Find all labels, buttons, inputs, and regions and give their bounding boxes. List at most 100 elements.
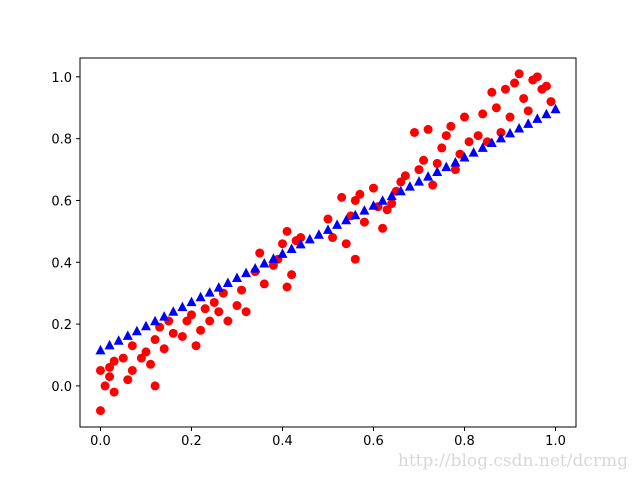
circle-point bbox=[437, 143, 447, 153]
x-tick-label: 0.0 bbox=[90, 434, 111, 449]
y-tick-label: 0.2 bbox=[51, 318, 72, 333]
circle-point bbox=[428, 180, 438, 190]
circle-point bbox=[127, 341, 137, 351]
circle-point bbox=[159, 344, 169, 354]
y-tick-label: 0.4 bbox=[51, 256, 72, 271]
triangle-point bbox=[341, 214, 352, 225]
circle-point bbox=[95, 406, 105, 416]
circle-point bbox=[328, 233, 338, 243]
x-tick-label: 0.6 bbox=[363, 434, 384, 449]
circle-point bbox=[450, 165, 460, 175]
y-tick-label: 0.8 bbox=[51, 133, 72, 148]
triangle-point bbox=[222, 277, 233, 287]
circle-point bbox=[323, 214, 333, 224]
circle-point bbox=[237, 285, 247, 295]
triangle-point bbox=[140, 320, 151, 331]
triangle-point bbox=[259, 258, 270, 268]
triangle-point bbox=[377, 195, 388, 205]
circle-point bbox=[487, 87, 497, 97]
plot-frame bbox=[79, 57, 577, 428]
circle-point bbox=[105, 372, 115, 382]
triangle-point bbox=[368, 200, 379, 210]
x-tick-label: 0.4 bbox=[272, 434, 293, 449]
circle-point bbox=[387, 199, 397, 209]
circle-point bbox=[191, 341, 201, 351]
circle-point bbox=[446, 121, 456, 131]
triangle-point bbox=[122, 330, 133, 340]
triangle-point bbox=[486, 137, 497, 147]
circle-point bbox=[232, 301, 242, 311]
triangle-point bbox=[523, 118, 534, 128]
x-tick-label: 1.0 bbox=[545, 434, 566, 449]
triangle-point bbox=[131, 325, 142, 336]
triangle-point bbox=[150, 315, 161, 326]
triangle-point bbox=[359, 205, 370, 215]
circle-point bbox=[369, 183, 379, 193]
circle-point bbox=[127, 365, 137, 375]
circle-point bbox=[414, 165, 424, 175]
circle-point bbox=[136, 353, 146, 363]
circle-point bbox=[337, 192, 347, 202]
circle-point bbox=[118, 353, 128, 363]
circle-point bbox=[259, 279, 269, 289]
circle-point bbox=[123, 375, 133, 385]
circle-point bbox=[400, 171, 410, 181]
circle-point bbox=[150, 381, 160, 391]
circle-point bbox=[419, 155, 429, 165]
triangle-point bbox=[241, 267, 252, 278]
triangle-point bbox=[495, 132, 506, 143]
circle-point bbox=[519, 93, 529, 103]
circle-point bbox=[396, 177, 406, 187]
circle-point bbox=[186, 310, 196, 320]
circle-point bbox=[500, 84, 510, 94]
circle-point bbox=[432, 158, 442, 168]
triangle-point bbox=[414, 176, 425, 186]
circle-point bbox=[514, 69, 524, 79]
triangle-point bbox=[231, 272, 242, 283]
triangle-point bbox=[286, 243, 297, 253]
circle-point bbox=[214, 307, 224, 317]
triangle-point bbox=[541, 108, 552, 119]
circle-point bbox=[209, 297, 219, 307]
circle-point bbox=[423, 124, 433, 134]
triangle-point bbox=[505, 127, 516, 138]
circle-point bbox=[464, 137, 474, 147]
triangle-point bbox=[404, 181, 415, 191]
circle-point bbox=[350, 254, 360, 264]
triangle-point bbox=[550, 103, 561, 114]
circle-point bbox=[200, 304, 210, 314]
triangle-point bbox=[159, 311, 170, 321]
circle-point bbox=[460, 112, 470, 122]
triangle-point bbox=[450, 156, 461, 167]
circle-point bbox=[255, 248, 265, 258]
circle-point bbox=[378, 223, 388, 233]
circle-point bbox=[478, 109, 488, 119]
circle-point bbox=[95, 365, 105, 375]
circle-point bbox=[196, 325, 206, 335]
circle-point bbox=[109, 356, 119, 366]
circle-point bbox=[287, 270, 297, 280]
triangle-point bbox=[468, 147, 479, 157]
circle-point bbox=[146, 359, 156, 369]
triangle-point bbox=[268, 253, 279, 263]
triangle-point bbox=[304, 233, 315, 244]
circle-point bbox=[523, 106, 533, 116]
triangle-point bbox=[432, 166, 443, 177]
triangle-point bbox=[532, 113, 543, 123]
y-tick-label: 0.0 bbox=[51, 380, 72, 395]
circle-point bbox=[241, 307, 251, 317]
triangle-point bbox=[441, 161, 452, 172]
triangle-point bbox=[277, 248, 288, 258]
circle-point bbox=[455, 149, 465, 159]
circle-point bbox=[182, 316, 192, 326]
circle-point bbox=[282, 226, 292, 236]
x-tick-label: 0.8 bbox=[454, 434, 475, 449]
triangle-point bbox=[514, 122, 525, 133]
circle-point bbox=[359, 217, 369, 227]
circle-point bbox=[277, 239, 287, 249]
circle-point bbox=[496, 127, 506, 137]
triangle-point bbox=[186, 296, 197, 307]
circle-point bbox=[177, 331, 187, 341]
